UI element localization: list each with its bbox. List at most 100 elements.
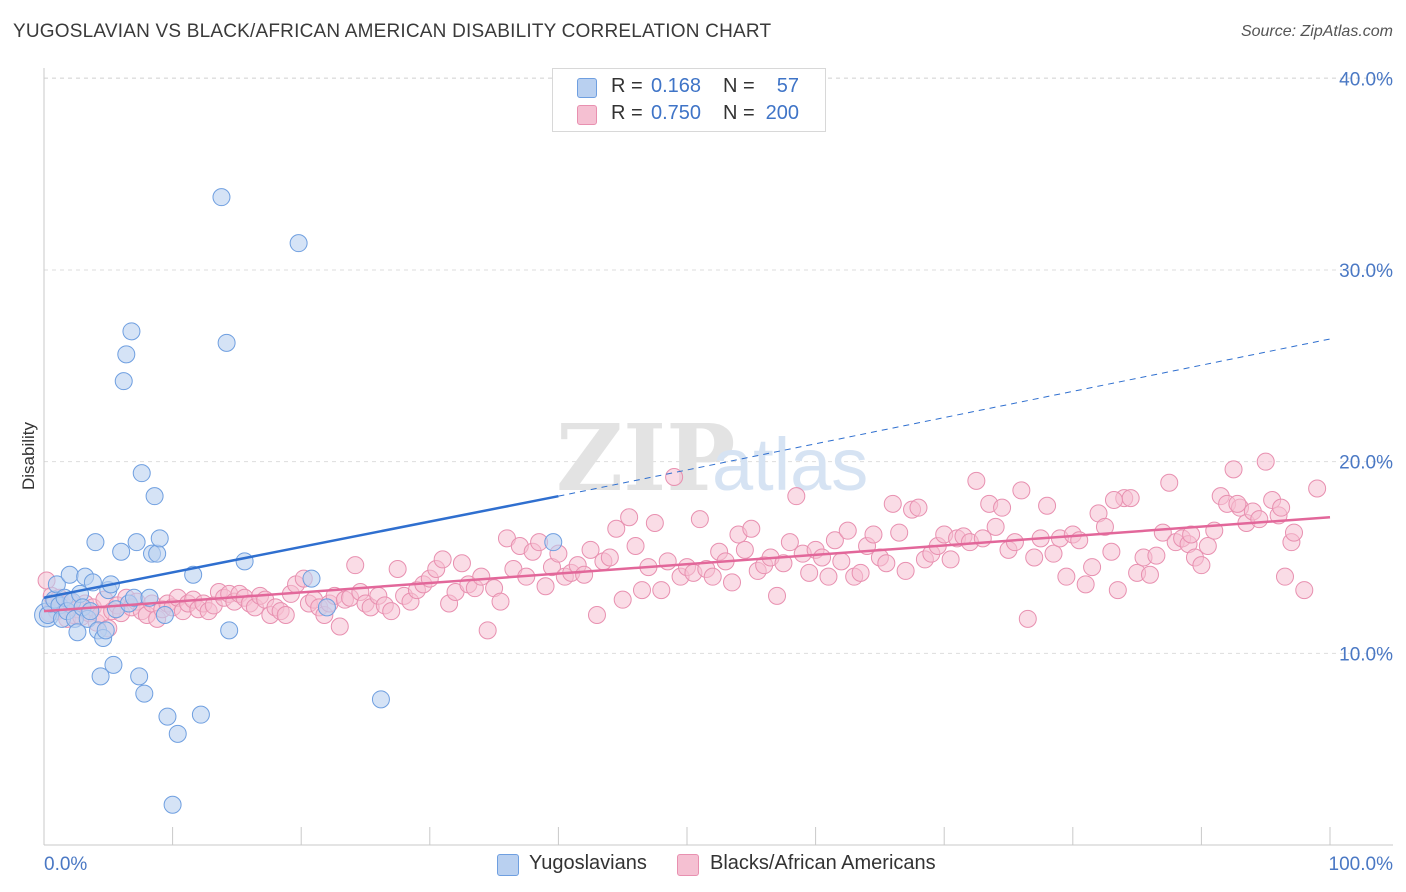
point-blacks-african-americans bbox=[787, 487, 806, 506]
point-yugoslavians bbox=[127, 533, 146, 552]
point-blacks-african-americans bbox=[877, 554, 896, 573]
point-blacks-african-americans bbox=[632, 581, 651, 600]
point-blacks-african-americans bbox=[890, 523, 909, 542]
point-blacks-african-americans bbox=[620, 508, 639, 527]
point-blacks-african-americans bbox=[607, 519, 626, 538]
point-blacks-african-americans bbox=[813, 548, 832, 567]
bottom-legend-label-yugoslavians: Yugoslavians bbox=[529, 852, 647, 874]
point-blacks-african-americans bbox=[1250, 510, 1269, 529]
point-blacks-african-americans bbox=[825, 531, 844, 550]
point-blacks-african-americans bbox=[645, 514, 664, 532]
series-blacks-african-americans-points bbox=[37, 452, 1327, 640]
point-blacks-african-americans bbox=[967, 471, 986, 490]
point-yugoslavians bbox=[135, 684, 154, 703]
trend-line-blacks-african-americans bbox=[43, 516, 1331, 613]
point-blacks-african-americans bbox=[1228, 494, 1247, 513]
bottom-legend-swatch-yugoslavians bbox=[497, 854, 519, 876]
point-blacks-african-americans bbox=[575, 565, 594, 584]
legend-swatch-blue bbox=[577, 78, 597, 98]
point-blacks-african-americans bbox=[1198, 537, 1217, 555]
legend-row-blacks: R = 0.750 N = 200 bbox=[553, 102, 825, 129]
point-blacks-african-americans bbox=[1121, 489, 1140, 508]
y-tick-label: 40.0% bbox=[1339, 69, 1393, 90]
point-blacks-african-americans bbox=[587, 606, 606, 624]
watermark: ZIP atlas bbox=[556, 404, 868, 512]
chart-source: Source: ZipAtlas.com bbox=[1240, 23, 1393, 40]
point-blacks-african-americans bbox=[1284, 523, 1303, 542]
point-blacks-african-americans bbox=[1160, 473, 1179, 492]
point-blacks-african-americans bbox=[1275, 567, 1294, 586]
point-blacks-african-americans bbox=[491, 592, 510, 611]
legend-n-label: N = bbox=[723, 102, 755, 124]
point-yugoslavians bbox=[217, 333, 236, 352]
point-blacks-african-americans bbox=[1038, 496, 1057, 515]
point-blacks-african-americans bbox=[1272, 498, 1291, 517]
point-blacks-african-americans bbox=[1083, 558, 1102, 577]
point-blacks-african-americans bbox=[1147, 546, 1166, 565]
point-blacks-african-americans bbox=[1256, 452, 1275, 471]
point-yugoslavians bbox=[132, 464, 151, 483]
point-blacks-african-americans bbox=[819, 567, 838, 586]
y-tick-label: 20.0% bbox=[1339, 453, 1393, 474]
series-yugoslavians-points bbox=[34, 188, 563, 814]
point-blacks-african-americans bbox=[1025, 548, 1044, 567]
point-blacks-african-americans bbox=[1005, 533, 1024, 552]
point-yugoslavians bbox=[289, 234, 308, 253]
point-blacks-african-americans bbox=[986, 517, 1005, 536]
point-yugoslavians bbox=[302, 569, 321, 588]
point-blacks-african-americans bbox=[993, 498, 1012, 517]
point-blacks-african-americans bbox=[774, 554, 793, 573]
point-blacks-african-americans bbox=[1095, 517, 1114, 536]
point-blacks-african-americans bbox=[478, 621, 497, 640]
stats-legend: R = 0.168 N = 57 R = 0.750 N = 200 bbox=[552, 68, 826, 132]
point-blacks-african-americans bbox=[768, 586, 787, 605]
point-blacks-african-americans bbox=[382, 602, 401, 621]
point-yugoslavians bbox=[148, 544, 167, 563]
point-yugoslavians bbox=[544, 533, 563, 552]
point-yugoslavians bbox=[184, 565, 203, 584]
point-yugoslavians bbox=[68, 623, 87, 642]
y-tick-label: 30.0% bbox=[1339, 261, 1393, 282]
point-blacks-african-americans bbox=[1108, 581, 1127, 600]
point-blacks-african-americans bbox=[723, 573, 742, 592]
legend-r-label: R = bbox=[611, 75, 643, 97]
point-blacks-african-americans bbox=[883, 494, 902, 513]
point-yugoslavians bbox=[317, 598, 336, 617]
point-yugoslavians bbox=[47, 575, 66, 594]
point-blacks-african-americans bbox=[800, 563, 819, 582]
point-blacks-african-americans bbox=[864, 525, 883, 544]
y-tick-label: 10.0% bbox=[1339, 644, 1393, 665]
point-yugoslavians bbox=[117, 345, 136, 364]
axes bbox=[43, 68, 1393, 846]
bottom-legend-swatch-blacks bbox=[677, 854, 699, 876]
chart-title: YUGOSLAVIAN VS BLACK/AFRICAN AMERICAN DI… bbox=[13, 21, 772, 42]
point-yugoslavians bbox=[60, 565, 79, 584]
legend-n-value: 57 bbox=[776, 75, 799, 97]
point-blacks-african-americans bbox=[433, 550, 452, 569]
point-blacks-african-americans bbox=[742, 519, 761, 538]
point-blacks-african-americans bbox=[388, 560, 407, 578]
point-blacks-african-americans bbox=[851, 563, 870, 582]
point-blacks-african-americans bbox=[1224, 460, 1243, 479]
watermark-zip: ZIP bbox=[556, 404, 735, 512]
legend-r-value: 0.168 bbox=[651, 75, 702, 97]
point-blacks-african-americans bbox=[626, 537, 645, 555]
point-blacks-african-americans bbox=[735, 540, 754, 559]
point-blacks-african-americans bbox=[1182, 525, 1201, 544]
point-yugoslavians bbox=[114, 372, 133, 391]
x-tick-label-max: 100.0% bbox=[1329, 854, 1394, 875]
point-yugoslavians bbox=[81, 602, 100, 621]
point-blacks-african-americans bbox=[832, 552, 851, 571]
point-blacks-african-americans bbox=[1076, 575, 1095, 594]
point-blacks-african-americans bbox=[452, 554, 471, 573]
point-blacks-african-americans bbox=[703, 567, 722, 586]
point-yugoslavians bbox=[130, 667, 149, 686]
point-yugoslavians bbox=[212, 188, 231, 207]
point-yugoslavians bbox=[86, 533, 105, 552]
trend-lines bbox=[43, 338, 1331, 613]
point-blacks-african-americans bbox=[600, 548, 619, 567]
point-blacks-african-americans bbox=[896, 561, 915, 580]
point-blacks-african-americans bbox=[690, 510, 709, 529]
point-blacks-african-americans bbox=[613, 590, 632, 609]
